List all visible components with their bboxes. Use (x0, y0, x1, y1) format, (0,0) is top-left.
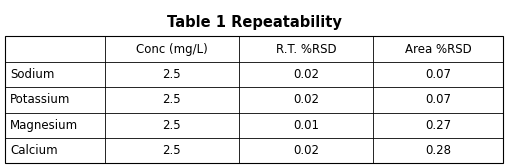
Text: Area %RSD: Area %RSD (405, 43, 471, 55)
Text: R.T. %RSD: R.T. %RSD (276, 43, 337, 55)
Text: Conc (mg/L): Conc (mg/L) (136, 43, 208, 55)
Text: 2.5: 2.5 (163, 144, 181, 157)
Text: 0.02: 0.02 (293, 144, 319, 157)
Text: 0.02: 0.02 (293, 93, 319, 106)
Bar (5, 36, 503, 163)
Text: Table 1 Repeatability: Table 1 Repeatability (167, 15, 341, 30)
Text: Sodium: Sodium (10, 68, 54, 81)
Text: 0.07: 0.07 (425, 68, 451, 81)
Text: Magnesium: Magnesium (10, 119, 78, 132)
Text: 0.27: 0.27 (425, 119, 451, 132)
Text: Calcium: Calcium (10, 144, 58, 157)
Text: 0.07: 0.07 (425, 93, 451, 106)
Text: 2.5: 2.5 (163, 68, 181, 81)
Text: 2.5: 2.5 (163, 93, 181, 106)
Text: 0.01: 0.01 (293, 119, 319, 132)
Text: Potassium: Potassium (10, 93, 71, 106)
Text: 0.28: 0.28 (425, 144, 451, 157)
Text: 2.5: 2.5 (163, 119, 181, 132)
Text: 0.02: 0.02 (293, 68, 319, 81)
